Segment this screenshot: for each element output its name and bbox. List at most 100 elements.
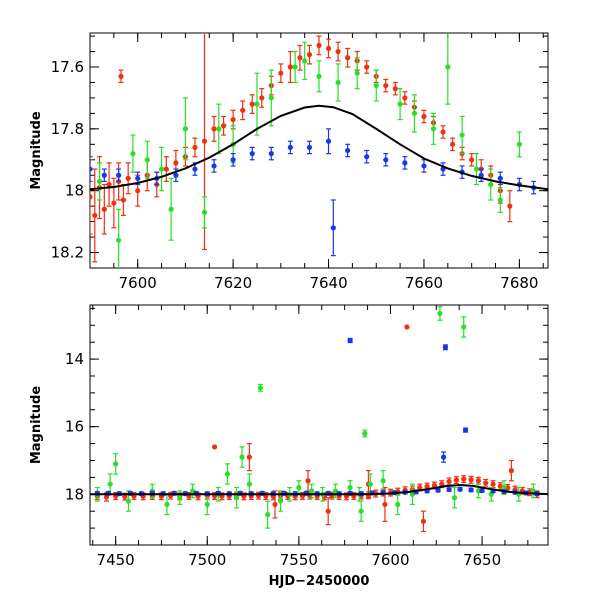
green-data-point: [437, 310, 443, 317]
green-data-point: [367, 481, 373, 487]
green-data-point: [461, 324, 467, 330]
blue-data-point: [478, 172, 484, 178]
blue-data-point: [497, 175, 503, 181]
green-data-point: [354, 70, 360, 76]
red-data-point: [404, 324, 410, 330]
data-layer: [90, 33, 548, 268]
green-data-point: [411, 110, 418, 116]
red-data-point: [469, 157, 475, 163]
green-data-point: [373, 82, 379, 89]
green-data-point: [254, 101, 260, 107]
red-data-point: [230, 116, 236, 123]
red-data-point: [120, 197, 126, 203]
red-data-point: [92, 212, 98, 219]
green-data-point: [292, 64, 298, 70]
model-light-curve: [90, 104, 548, 191]
green-data-point: [459, 132, 465, 138]
green-data-point: [239, 454, 245, 460]
red-data-point: [364, 64, 370, 70]
green-data-point: [116, 237, 122, 243]
green-data-point: [265, 511, 271, 518]
green-data-point: [397, 101, 403, 107]
green-data-point: [516, 141, 522, 147]
y-tick-label: 18: [65, 182, 84, 200]
data-layer: [90, 306, 548, 533]
x-tick-label: 7450: [97, 551, 135, 569]
red-data-point: [483, 480, 489, 486]
y-tick-label: 17.6: [51, 58, 84, 76]
x-tick-label: 7620: [214, 274, 252, 292]
blue-data-point: [287, 144, 293, 151]
red-data-point: [173, 160, 179, 166]
green-data-point: [257, 385, 263, 391]
green-data-point: [302, 58, 308, 64]
red-data-point: [440, 129, 446, 135]
red-data-point: [90, 194, 93, 200]
blue-data-point: [101, 172, 107, 178]
y-tick-label: 17.8: [51, 120, 84, 138]
green-data-point: [296, 484, 302, 491]
green-data-point: [224, 471, 230, 477]
red-data-point: [453, 477, 459, 483]
red-data-point: [439, 481, 445, 487]
red-data-point: [316, 42, 322, 48]
x-tick-label: 7600: [119, 274, 157, 292]
blue-data-point: [402, 160, 408, 166]
green-data-point: [130, 150, 136, 157]
blue-data-point: [192, 166, 198, 172]
green-data-point: [125, 498, 132, 504]
green-data-point: [380, 478, 386, 484]
red-data-point: [468, 477, 474, 483]
red-data-point: [211, 126, 217, 132]
x-axis-label: HJD−2450000: [269, 574, 370, 589]
red-data-point: [297, 55, 303, 61]
red-data-point: [211, 444, 218, 450]
blue-data-point: [479, 487, 485, 494]
red-data-point: [382, 501, 388, 508]
red-data-point: [461, 476, 467, 482]
blue-data-point: [446, 486, 452, 493]
red-data-point: [383, 82, 389, 89]
blue-data-point: [421, 163, 427, 169]
red-data-point: [475, 478, 481, 484]
y-tick-label: 16: [65, 418, 84, 436]
red-data-point: [392, 86, 398, 92]
red-data-point: [446, 478, 452, 485]
red-data-point: [278, 70, 284, 76]
red-data-point: [125, 175, 131, 181]
red-data-point: [287, 64, 293, 70]
green-data-point: [362, 430, 368, 437]
x-tick-label: 7550: [280, 551, 318, 569]
red-data-point: [420, 518, 427, 524]
x-tick-label: 7640: [309, 274, 347, 292]
green-data-point: [501, 484, 507, 491]
blue-data-point: [440, 454, 447, 460]
blue-data-point: [211, 163, 217, 169]
blue-data-point: [457, 486, 463, 492]
blue-data-point: [330, 225, 336, 231]
blue-data-point: [230, 157, 236, 163]
green-data-point: [488, 181, 494, 188]
green-data-point: [182, 126, 189, 132]
red-data-point: [306, 52, 313, 58]
top-panel: 7600 7620 7640 7660 7680 17.6 17.8 18 18.2 Magnit…: [29, 32, 549, 292]
blue-data-point: [116, 172, 122, 178]
green-data-point: [168, 206, 174, 212]
red-data-point: [101, 206, 107, 212]
model-light-curve: [90, 483, 548, 496]
blue-data-point: [345, 147, 351, 154]
blue-data-point: [468, 487, 474, 493]
bottom-panel: 7450 7500 7550 7600 7650 14 16 18 Magnitude HJD−2…: [29, 304, 549, 589]
red-data-point: [249, 101, 255, 107]
green-data-point: [473, 166, 480, 172]
green-data-point: [246, 481, 252, 487]
red-data-point: [111, 200, 117, 206]
red-data-point: [325, 508, 331, 514]
red-data-point: [135, 188, 141, 194]
green-data-point: [177, 495, 183, 501]
blue-data-point: [90, 166, 93, 172]
y-tick-label: 18.2: [51, 244, 84, 262]
green-data-point: [316, 73, 322, 79]
